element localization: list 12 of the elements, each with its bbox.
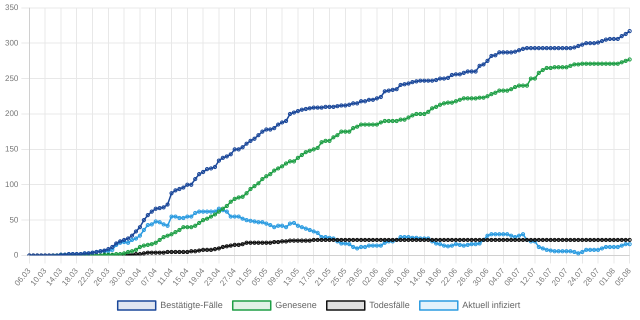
y-tick-label: 200 (4, 109, 19, 118)
y-tick-label: 100 (4, 180, 19, 189)
legend-label: Bestätigte-Fälle (160, 300, 223, 310)
legend-label: Genesene (275, 300, 317, 310)
y-tick-label: 150 (4, 144, 19, 154)
legend-label: Todesfälle (369, 300, 410, 310)
y-tick-label: 50 (9, 215, 19, 224)
legend-label: Aktuell infiziert (462, 300, 521, 310)
y-tick-label: 250 (4, 74, 19, 83)
y-tick-label: 0 (14, 250, 19, 260)
y-tick-label: 300 (4, 38, 19, 48)
y-tick-label: 350 (4, 3, 19, 12)
